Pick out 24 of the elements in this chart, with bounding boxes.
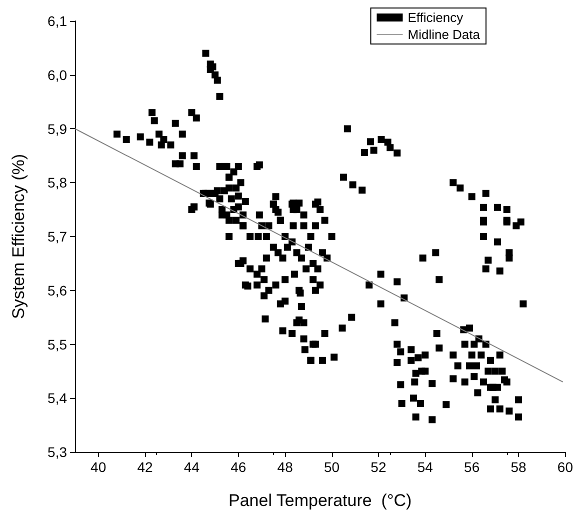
x-tick-label: 50 (324, 459, 340, 475)
x-tick-label: 46 (230, 459, 246, 475)
y-tick-label: 5,5 (48, 336, 68, 352)
y-tick-label: 6,1 (48, 13, 68, 29)
x-axis-title: Panel Temperature (°C) (228, 491, 412, 510)
x-tick-label: 54 (417, 459, 434, 475)
y-tick-label: 5,8 (48, 174, 68, 191)
y-tick-label: 5,3 (48, 444, 68, 460)
x-tick-label: 44 (184, 459, 200, 475)
x-tick-label: 42 (137, 459, 154, 475)
x-tick-label: 60 (557, 459, 574, 475)
x-tick-label: 58 (510, 459, 527, 475)
y-tick-label: 5,7 (48, 228, 68, 244)
y-tick-label: 5,6 (48, 282, 68, 298)
legend-label: Efficiency (408, 10, 464, 25)
y-axis-title: System Efficiency (%) (9, 154, 28, 320)
x-tick-label: 48 (277, 459, 294, 475)
x-tick-label: 40 (90, 459, 106, 475)
y-tick-label: 6,0 (48, 66, 68, 83)
legend-label: Midline Data (408, 27, 481, 42)
x-tick-label: 56 (464, 459, 480, 475)
y-tick-label: 5,4 (48, 390, 68, 406)
x-tick-label: 52 (370, 459, 386, 475)
y-tick-label: 5,9 (48, 120, 68, 137)
